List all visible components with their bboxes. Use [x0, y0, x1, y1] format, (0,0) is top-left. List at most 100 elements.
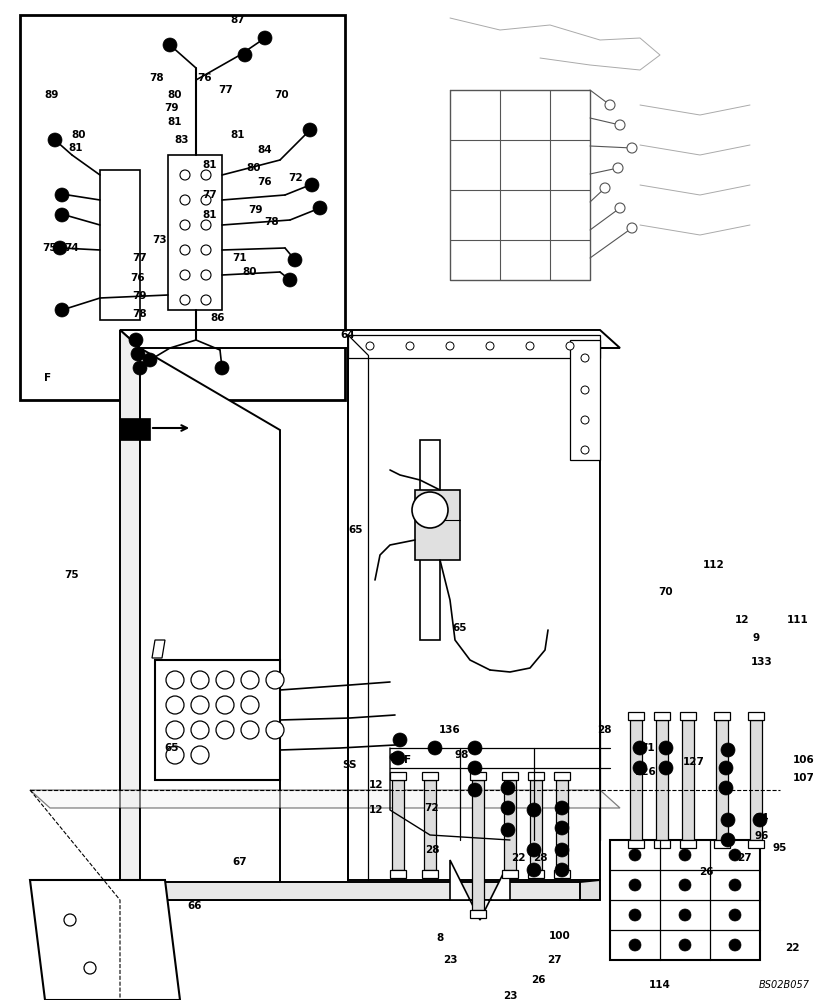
Circle shape [365, 342, 373, 350]
Text: 86: 86 [210, 313, 225, 323]
Polygon shape [609, 840, 759, 960]
Circle shape [55, 188, 69, 202]
Polygon shape [422, 870, 437, 878]
Text: 106: 106 [792, 755, 814, 765]
Polygon shape [529, 780, 541, 870]
Polygon shape [140, 348, 279, 900]
Circle shape [500, 781, 514, 795]
Circle shape [658, 761, 672, 775]
Circle shape [718, 761, 732, 775]
Circle shape [215, 696, 233, 714]
Polygon shape [120, 330, 619, 348]
Text: 107: 107 [792, 773, 814, 783]
Text: 23: 23 [502, 991, 517, 1000]
Circle shape [527, 843, 541, 857]
Text: 22: 22 [510, 853, 525, 863]
Polygon shape [501, 870, 518, 878]
Text: 64: 64 [340, 330, 355, 340]
Circle shape [728, 879, 740, 891]
Circle shape [600, 183, 609, 193]
Circle shape [283, 273, 296, 287]
Circle shape [55, 303, 69, 317]
Circle shape [581, 386, 588, 394]
Circle shape [191, 696, 209, 714]
Circle shape [527, 803, 541, 817]
Polygon shape [501, 772, 518, 780]
Circle shape [614, 203, 624, 213]
Circle shape [628, 939, 640, 951]
Text: 12: 12 [369, 780, 382, 790]
Polygon shape [391, 780, 404, 870]
Text: 78: 78 [265, 217, 279, 227]
Circle shape [201, 245, 210, 255]
Text: 126: 126 [635, 767, 656, 777]
Circle shape [554, 801, 568, 815]
Circle shape [201, 195, 210, 205]
Circle shape [581, 354, 588, 362]
Polygon shape [554, 772, 569, 780]
Polygon shape [30, 880, 180, 1000]
Polygon shape [713, 712, 729, 720]
Circle shape [468, 741, 482, 755]
Text: 74: 74 [65, 243, 79, 253]
Circle shape [628, 879, 640, 891]
Text: 114: 114 [649, 980, 670, 990]
Polygon shape [347, 335, 600, 880]
Text: 26: 26 [530, 975, 545, 985]
Polygon shape [749, 720, 761, 840]
Circle shape [48, 133, 62, 147]
Text: 78: 78 [150, 73, 164, 83]
Circle shape [180, 245, 190, 255]
Circle shape [55, 208, 69, 222]
Polygon shape [747, 840, 763, 848]
Circle shape [446, 342, 454, 350]
Polygon shape [681, 720, 693, 840]
Text: F: F [404, 755, 411, 765]
Circle shape [201, 170, 210, 180]
Polygon shape [155, 660, 279, 780]
Text: 75: 75 [65, 570, 79, 580]
Polygon shape [419, 440, 440, 640]
Polygon shape [679, 712, 695, 720]
Polygon shape [152, 640, 165, 658]
Circle shape [500, 823, 514, 837]
Text: 71: 71 [640, 743, 654, 753]
Circle shape [191, 746, 209, 764]
Circle shape [728, 909, 740, 921]
Text: 112: 112 [702, 560, 724, 570]
Circle shape [191, 721, 209, 739]
Polygon shape [655, 720, 667, 840]
Circle shape [258, 31, 272, 45]
Polygon shape [654, 840, 669, 848]
Text: 100: 100 [549, 931, 570, 941]
Text: 81: 81 [202, 160, 217, 170]
Text: 12: 12 [734, 615, 749, 625]
Circle shape [628, 909, 640, 921]
Text: 75: 75 [43, 243, 57, 253]
Circle shape [143, 353, 156, 367]
Circle shape [287, 253, 301, 267]
Circle shape [53, 241, 67, 255]
Text: 65: 65 [348, 525, 363, 535]
Circle shape [614, 120, 624, 130]
Polygon shape [527, 870, 543, 878]
Text: 77: 77 [133, 253, 147, 263]
Circle shape [165, 746, 183, 764]
Text: 27: 27 [735, 853, 750, 863]
Circle shape [428, 741, 441, 755]
Text: 72: 72 [288, 173, 303, 183]
Circle shape [628, 849, 640, 861]
Circle shape [525, 342, 533, 350]
Polygon shape [469, 910, 486, 918]
Polygon shape [654, 712, 669, 720]
Text: 84: 84 [257, 145, 272, 155]
Text: 80: 80 [247, 163, 261, 173]
Text: 12: 12 [369, 805, 382, 815]
Circle shape [411, 492, 447, 528]
Circle shape [632, 761, 646, 775]
Circle shape [527, 863, 541, 877]
Circle shape [180, 170, 190, 180]
Polygon shape [627, 712, 643, 720]
Text: 78: 78 [133, 309, 147, 319]
Text: 76: 76 [197, 73, 212, 83]
